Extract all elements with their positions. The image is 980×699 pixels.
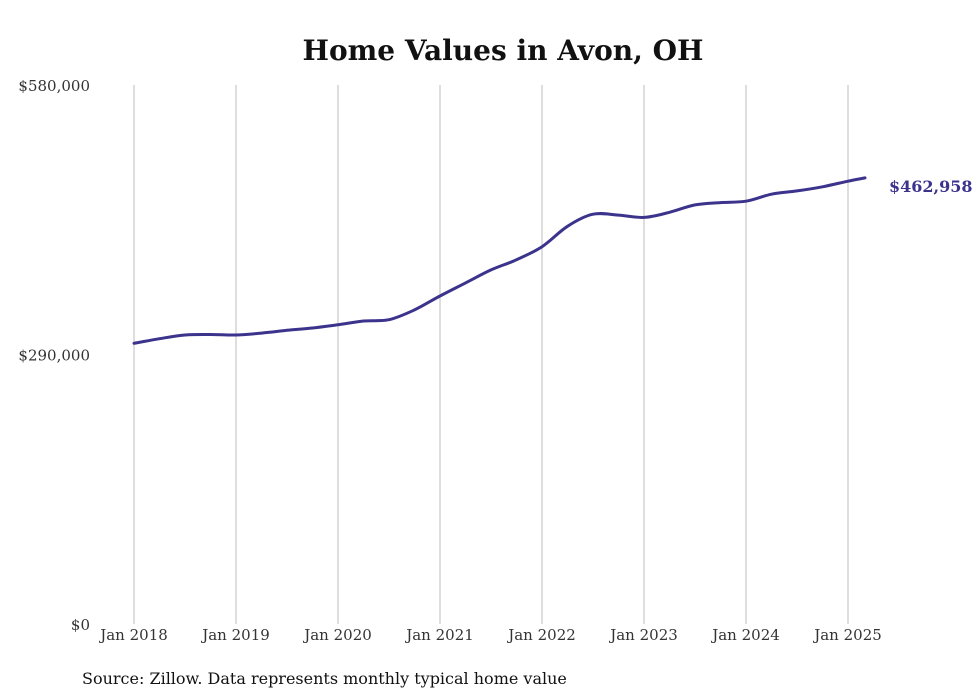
x-tick-label: Jan 2022	[506, 626, 576, 644]
vertical-gridlines	[133, 85, 849, 624]
x-tick-label: Jan 2020	[302, 626, 372, 644]
x-tick-label: Jan 2025	[812, 626, 882, 644]
latest-value-label: $462,958	[889, 177, 973, 196]
x-axis-tick-labels: Jan 2018 Jan 2019 Jan 2020 Jan 2021 Jan 2022…	[98, 626, 882, 644]
y-tick-label: $0	[71, 616, 90, 634]
y-tick-label: $580,000	[18, 77, 90, 95]
y-tick-label: $290,000	[18, 347, 90, 365]
home-value-line	[132, 176, 867, 345]
x-tick-label: Jan 2024	[710, 626, 780, 644]
x-tick-label: Jan 2019	[200, 626, 270, 644]
chart-title: Home Values in Avon, OH	[303, 34, 704, 67]
x-tick-label: Jan 2023	[608, 626, 678, 644]
y-axis-tick-labels: $580,000 $290,000 $0	[18, 77, 90, 634]
source-note: Source: Zillow. Data represents monthly …	[82, 669, 567, 688]
x-tick-label: Jan 2018	[98, 626, 168, 644]
x-tick-label: Jan 2021	[404, 626, 474, 644]
home-value-series	[132, 176, 867, 345]
